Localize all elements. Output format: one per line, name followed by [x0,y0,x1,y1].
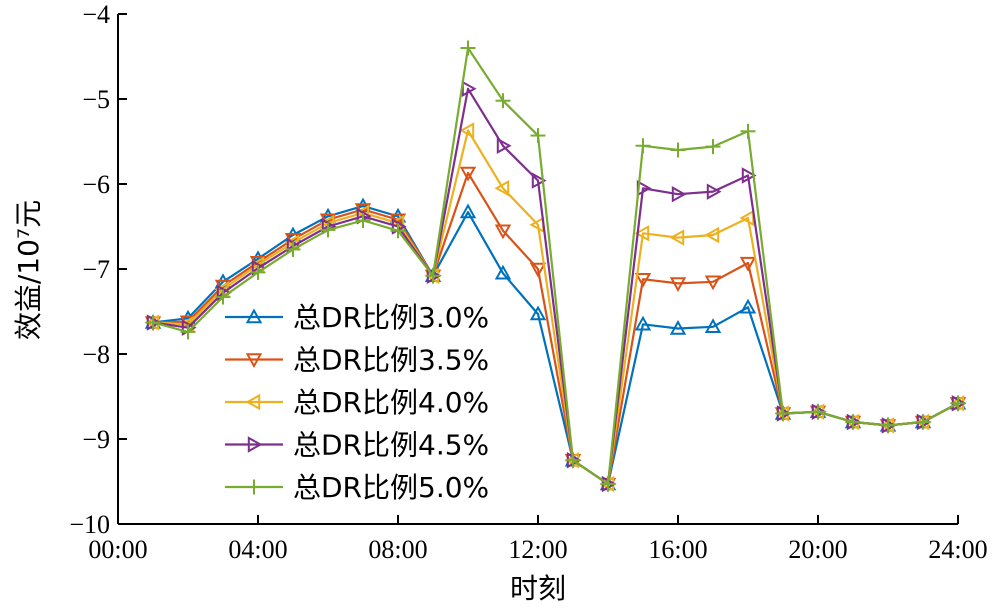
data-point [634,315,652,331]
data-point [634,225,650,242]
data-point [669,229,685,246]
x-tick-label: 12:00 [508,535,567,564]
data-point [529,305,547,321]
data-point [845,414,861,430]
y-tick-label: −5 [82,85,110,114]
x-tick-label: 16:00 [648,535,707,564]
data-point [530,128,546,144]
data-point [950,395,966,411]
data-point [355,213,371,229]
data-point [704,275,722,291]
data-point [880,417,896,433]
data-point [459,166,477,182]
data-point [670,142,686,158]
legend-item: 总DR比例3.5% [225,344,489,377]
data-point [739,298,757,314]
data-point [915,414,931,430]
data-point [496,137,512,154]
data-point [810,404,826,420]
data-point [531,172,547,189]
data-point [494,224,512,240]
series-4 [146,80,967,493]
legend-marker [245,308,263,324]
data-point [180,324,196,340]
legend-label: 总DR比例4.0% [293,386,489,419]
legend-item: 总DR比例4.5% [225,429,489,462]
x-tick-label: 04:00 [228,535,287,564]
legend-item: 总DR比例3.0% [225,301,489,334]
data-point [425,268,441,284]
legend: 总DR比例3.0% 总DR比例3.5% 总DR比例4.0% 总DR比例4.5% 总DR比… [225,301,489,504]
x-tick-label: 24:00 [928,535,987,564]
axes: 00:00 04:00 08:00 12:00 16:00 20:00 24:00 −10 −9… [69,0,987,564]
data-point [320,222,336,238]
x-tick-label: 20:00 [788,535,847,564]
series-layer [144,40,967,493]
data-point [775,406,791,421]
y-tick-label: −9 [82,425,110,454]
series-line [152,87,959,486]
data-point [215,289,231,305]
data-point [600,476,616,492]
x-tick-label: 08:00 [368,535,427,564]
legend-label: 总DR比例4.5% [293,429,489,462]
data-point [285,241,301,257]
data-point [494,264,512,280]
data-point [494,180,510,197]
data-point [705,139,721,155]
series-5 [145,40,966,492]
x-tick-label: 00:00 [88,535,147,564]
data-point [635,138,651,154]
data-point [354,197,372,213]
y-tick-label: −10 [69,510,110,539]
data-point [529,262,547,278]
data-point [250,264,266,280]
legend-label: 总DR比例3.0% [293,301,489,334]
legend-marker [245,393,261,411]
data-point [706,183,722,200]
legend-marker [246,479,262,495]
data-point [669,277,687,293]
data-point [319,207,337,223]
data-point [390,223,406,239]
legend-item: 总DR比例5.0% [225,471,489,504]
data-point [671,186,687,203]
y-tick-label: −7 [82,255,110,284]
y-axis-label: 效益/10⁷元 [12,200,45,340]
data-point [565,452,581,468]
data-point [459,203,477,219]
data-point [669,319,687,335]
data-point [145,315,161,331]
legend-label: 总DR比例5.0% [293,471,489,504]
legend-label: 总DR比例3.5% [293,344,489,377]
legend-marker [247,436,263,453]
data-point [739,256,757,272]
y-tick-label: −6 [82,170,110,199]
legend-marker [245,353,263,369]
data-point [740,123,756,139]
data-point [741,167,757,184]
series-line [152,46,959,486]
x-axis-label: 时刻 [510,572,566,605]
data-point [634,273,652,288]
y-tick-label: −8 [82,340,110,369]
data-point [495,93,511,109]
data-point [704,226,720,244]
data-point [704,318,722,333]
data-point [459,122,475,139]
data-point [460,40,476,56]
y-tick-label: −4 [82,0,110,29]
legend-item: 总DR比例4.0% [225,386,489,419]
